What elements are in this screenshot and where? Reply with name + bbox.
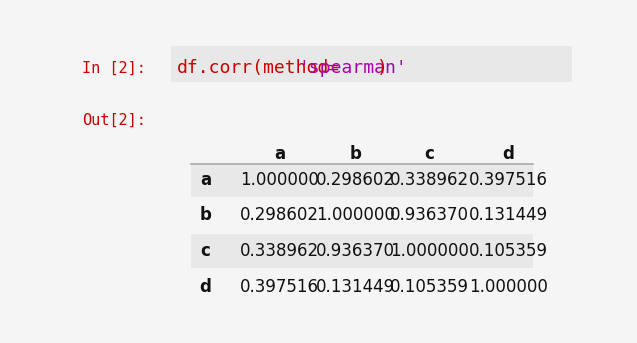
Text: a: a	[274, 145, 285, 164]
Text: d: d	[502, 145, 514, 164]
Text: df.corr(method=: df.corr(method=	[177, 59, 340, 76]
Text: b: b	[199, 206, 211, 224]
Text: c: c	[201, 242, 210, 260]
Bar	[190, 163, 533, 197]
Text: 1.000000: 1.000000	[390, 242, 469, 260]
Text: 1.000000: 1.000000	[316, 206, 394, 224]
Text: 0.338962: 0.338962	[390, 171, 469, 189]
Text: d: d	[199, 278, 211, 296]
Text: ): )	[377, 59, 388, 76]
Text: 0.298602: 0.298602	[315, 171, 394, 189]
Text: 0.131449: 0.131449	[469, 206, 548, 224]
Text: 'spearman': 'spearman'	[299, 59, 408, 76]
Text: 1.000000: 1.000000	[240, 171, 319, 189]
Text: 0.397516: 0.397516	[469, 171, 548, 189]
Text: 0.131449: 0.131449	[315, 278, 395, 296]
Text: 0.936370: 0.936370	[390, 206, 469, 224]
Text: 0.397516: 0.397516	[240, 278, 319, 296]
Text: In [2]:: In [2]:	[82, 61, 146, 76]
Text: a: a	[200, 171, 211, 189]
Text: 0.298602: 0.298602	[240, 206, 319, 224]
Text: 0.105359: 0.105359	[390, 278, 469, 296]
Text: 0.105359: 0.105359	[469, 242, 548, 260]
Text: 0.936370: 0.936370	[315, 242, 394, 260]
Text: Out[2]:: Out[2]:	[82, 113, 146, 128]
Text: c: c	[424, 145, 434, 164]
Text: 1.000000: 1.000000	[469, 278, 548, 296]
Bar	[171, 46, 572, 82]
Text: b: b	[349, 145, 361, 164]
Bar	[190, 234, 533, 268]
Text: 0.338962: 0.338962	[240, 242, 319, 260]
